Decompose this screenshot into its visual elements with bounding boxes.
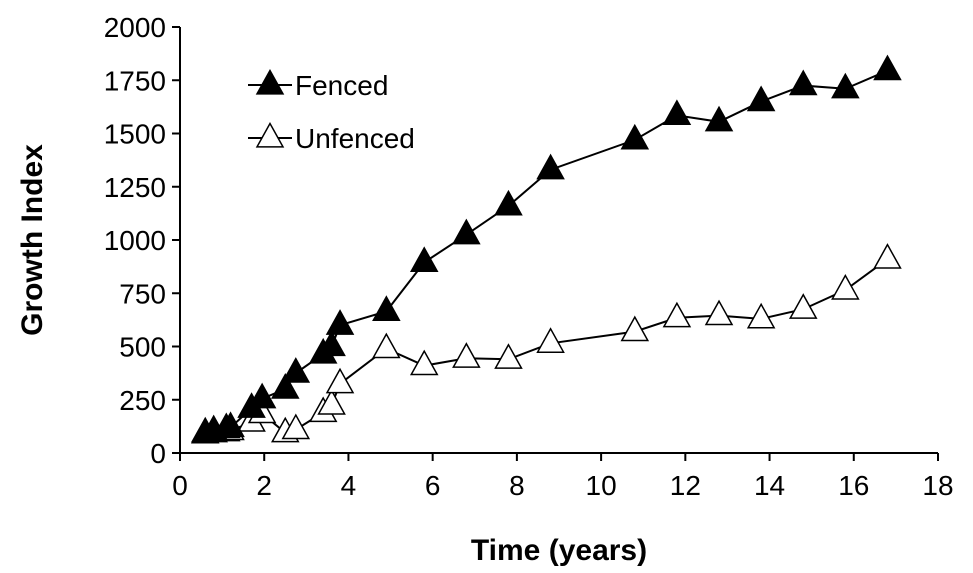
data-point xyxy=(281,413,311,440)
y-tick-label: 500 xyxy=(119,332,166,363)
x-tick-label: 18 xyxy=(922,470,953,501)
data-point xyxy=(536,153,565,180)
data-point xyxy=(536,327,565,353)
x-tick-label: 6 xyxy=(425,470,441,501)
data-point xyxy=(409,349,439,376)
legend-item-fenced: Fenced xyxy=(248,68,388,101)
data-point xyxy=(620,315,650,342)
y-tick-label: 250 xyxy=(119,385,166,416)
data-point xyxy=(271,373,300,399)
data-point xyxy=(452,342,481,368)
x-tick-label: 12 xyxy=(670,470,701,501)
x-tick-label: 16 xyxy=(838,470,869,501)
data-point xyxy=(494,189,523,216)
y-axis-title: Growth Index xyxy=(16,144,49,336)
legend-label: Unfenced xyxy=(295,123,415,154)
y-tick-label: 1500 xyxy=(104,119,166,150)
y-tick-label: 1250 xyxy=(104,172,166,203)
data-point xyxy=(746,302,776,329)
legend-item-unfenced: Unfenced xyxy=(248,121,415,154)
data-point xyxy=(409,246,439,273)
data-point xyxy=(247,382,277,409)
series-fenced xyxy=(190,54,902,443)
data-point xyxy=(662,99,692,126)
y-tick-label: 0 xyxy=(150,438,166,469)
x-tick-label: 14 xyxy=(754,470,785,501)
data-point xyxy=(325,367,355,394)
x-tick-label: 8 xyxy=(509,470,525,501)
data-point xyxy=(788,293,818,319)
data-point xyxy=(372,332,401,359)
legend-label: Fenced xyxy=(295,70,388,101)
data-point xyxy=(317,330,346,357)
x-tick-label: 2 xyxy=(256,470,272,501)
y-tick-label: 1000 xyxy=(104,225,166,256)
data-point xyxy=(620,123,650,150)
y-tick-label: 1750 xyxy=(104,65,166,96)
data-point xyxy=(281,357,311,383)
legend-marker xyxy=(255,68,285,95)
data-point xyxy=(831,274,860,300)
data-point xyxy=(746,85,776,112)
data-point xyxy=(831,72,860,99)
data-point xyxy=(873,243,902,269)
series-unfenced xyxy=(190,243,902,444)
data-point xyxy=(788,69,818,96)
y-tick-label: 2000 xyxy=(104,12,166,43)
axes: 0 250 500 750 1000 1250 1500 1750 2000 0 2 4 6 8 10 12 1… xyxy=(104,12,954,501)
data-point xyxy=(494,343,523,369)
x-tick-label: 10 xyxy=(586,470,617,501)
data-point xyxy=(662,301,692,328)
data-point xyxy=(216,411,245,438)
data-point xyxy=(372,295,401,321)
data-point xyxy=(317,389,346,415)
x-tick-label: 0 xyxy=(172,470,188,501)
data-point xyxy=(704,105,734,132)
x-axis-title: Time (years) xyxy=(471,534,647,567)
data-point xyxy=(873,54,902,81)
y-tick-label: 750 xyxy=(119,278,166,309)
x-tick-label: 4 xyxy=(341,470,357,501)
data-point xyxy=(452,218,481,245)
series-layer xyxy=(190,54,902,444)
data-point xyxy=(704,299,734,326)
legend-marker xyxy=(255,121,285,148)
legend: Fenced Unfenced xyxy=(248,68,415,154)
data-point xyxy=(325,309,355,335)
